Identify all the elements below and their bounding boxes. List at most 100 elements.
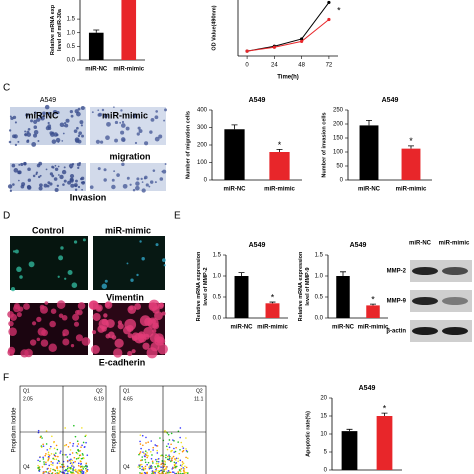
flow-dot [40, 446, 43, 449]
image-cell [19, 275, 23, 279]
x-tick-label: miR-mimic [257, 325, 288, 331]
flow-dot [170, 443, 172, 446]
flow-dot [43, 463, 46, 465]
flow-dot [147, 455, 149, 457]
flow-dot [186, 457, 189, 460]
image-cell [64, 123, 69, 128]
image-cell [58, 255, 64, 261]
x-tick-label: miR-mimic [358, 325, 389, 331]
flow-dot [85, 472, 87, 474]
flow-dot [37, 464, 39, 467]
image-cell [104, 279, 108, 283]
image-cell [135, 181, 140, 186]
image-cell [54, 164, 57, 167]
flow-dot [50, 460, 53, 463]
flow-dot [139, 464, 142, 466]
image-cell [64, 277, 67, 280]
image-cell [63, 125, 66, 127]
image-cell [114, 338, 124, 348]
image-cell [61, 140, 64, 142]
x-tick-label: 0 [245, 63, 249, 69]
flow-dot [166, 448, 169, 451]
image-cell [26, 139, 30, 142]
image-cell [150, 117, 155, 122]
flow-dot [67, 445, 70, 448]
image-cell [159, 177, 164, 181]
image-cell [72, 313, 80, 321]
image-cell [136, 273, 139, 277]
flow-dot [68, 459, 71, 461]
flow-dot [148, 448, 150, 451]
quadrant-value: 11.1 [194, 396, 204, 402]
image-cell [36, 163, 41, 168]
image-cell [106, 121, 111, 127]
image-cell [131, 332, 140, 341]
image-cell [95, 139, 100, 144]
flow-dot [66, 459, 69, 462]
flow-dot [72, 445, 74, 447]
flow-dot [156, 452, 159, 454]
image-cell [73, 321, 80, 327]
flow-dot [71, 463, 74, 465]
flow-dot [163, 463, 165, 465]
flow-dot [166, 432, 169, 434]
flow-dot [156, 449, 158, 452]
flow-dot [144, 467, 147, 470]
image-cell [51, 131, 55, 135]
image-cell [28, 261, 35, 268]
flow-dot [80, 457, 83, 460]
image-cell [20, 184, 25, 189]
panel-label: E [174, 211, 181, 222]
flow-dot [77, 469, 79, 472]
image-cell [114, 138, 118, 143]
flow-dot [172, 439, 174, 441]
image-cell [59, 122, 65, 128]
flow-dot [82, 471, 85, 473]
image-cell [158, 134, 163, 139]
flow-dot [42, 456, 44, 459]
flow-dot [141, 456, 144, 458]
image-cell [57, 275, 60, 278]
image [10, 236, 88, 290]
image-cell [48, 126, 52, 130]
flow-dot [157, 462, 159, 465]
flow-dot [150, 467, 153, 469]
image-cell [62, 183, 65, 186]
image-cell [62, 338, 70, 346]
image-cell [137, 126, 141, 130]
image-cell [152, 306, 160, 314]
flow-dot [37, 467, 39, 469]
row-label: migration [109, 151, 150, 161]
bar [376, 416, 393, 470]
flow-dot [175, 461, 178, 464]
flow-dot [167, 433, 170, 436]
image-cell [20, 162, 24, 167]
image-cell [105, 135, 110, 141]
image-cell [117, 323, 124, 330]
image-cell [8, 320, 14, 327]
flow-dot [71, 459, 73, 462]
row-label: MMP-9 [387, 299, 407, 305]
flow-dot [65, 444, 68, 446]
image-cell [120, 123, 126, 128]
flow-dot [63, 465, 65, 468]
image-cell [10, 116, 14, 121]
flow-dot [175, 465, 178, 468]
error-bar [346, 428, 353, 432]
flow-dot [52, 468, 54, 471]
x-tick-label: miR-mimic [396, 187, 427, 193]
flow-dot [45, 453, 47, 455]
flow-dot [59, 452, 62, 454]
quadrant: Q1 [123, 388, 130, 394]
flow-dot [174, 450, 177, 453]
blot-band [442, 267, 468, 275]
flow-dot [178, 452, 181, 455]
flow-dot [152, 449, 154, 451]
flow-dot [45, 461, 47, 464]
flow-dot [79, 469, 82, 471]
flow-dot [155, 469, 158, 472]
flow-dot [183, 470, 185, 473]
image-cell [45, 168, 48, 171]
image-cell [27, 127, 31, 131]
flow-dot [173, 451, 176, 453]
